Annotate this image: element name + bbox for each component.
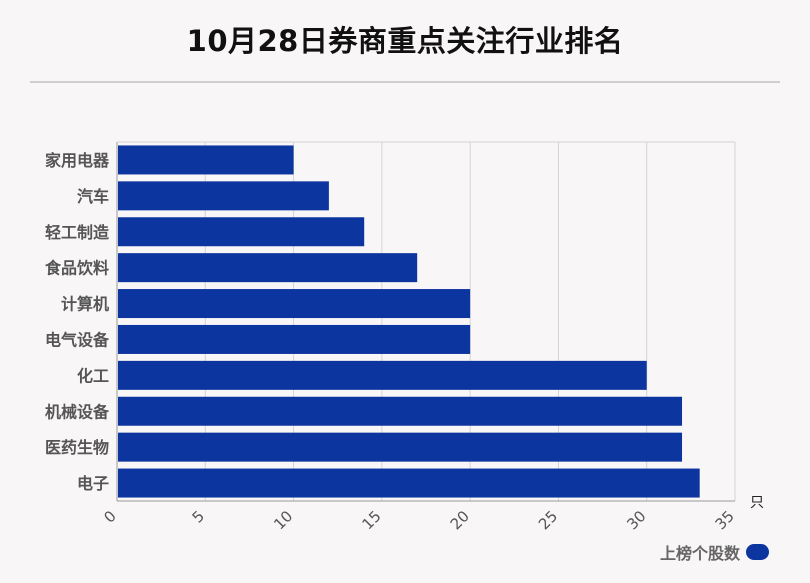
legend-swatch bbox=[746, 544, 769, 560]
x-tick-label: 35 bbox=[712, 507, 738, 533]
category-label: 汽车 bbox=[77, 187, 109, 206]
x-tick-label: 15 bbox=[358, 507, 384, 533]
x-axis-unit: 只 bbox=[750, 495, 764, 511]
x-tick-label: 5 bbox=[189, 507, 208, 526]
category-label: 化工 bbox=[77, 366, 109, 385]
bar bbox=[118, 360, 647, 390]
title-divider bbox=[30, 81, 780, 83]
bar bbox=[118, 468, 700, 498]
legend-label: 上榜个股数 bbox=[659, 544, 740, 563]
category-label: 机械设备 bbox=[45, 402, 110, 421]
bar bbox=[118, 181, 329, 211]
category-label: 食品饮料 bbox=[44, 259, 109, 278]
x-tick-label: 0 bbox=[100, 507, 119, 526]
legend: 上榜个股数 bbox=[660, 540, 769, 564]
category-label: 医药生物 bbox=[45, 438, 109, 457]
category-label: 计算机 bbox=[61, 295, 109, 314]
bar bbox=[118, 145, 294, 175]
bar bbox=[118, 396, 683, 426]
category-label: 电气设备 bbox=[45, 330, 110, 349]
chart-title: 10月28日券商重点关注行业排名 bbox=[186, 24, 624, 58]
bar bbox=[118, 289, 471, 319]
x-tick-label: 30 bbox=[623, 507, 649, 533]
x-tick-label: 10 bbox=[270, 507, 296, 533]
bar bbox=[118, 324, 471, 354]
category-label: 电子 bbox=[77, 474, 109, 493]
x-tick-label: 20 bbox=[447, 507, 473, 533]
x-tick-label: 25 bbox=[535, 507, 561, 533]
bar bbox=[118, 432, 683, 462]
category-label: 家用电器 bbox=[45, 151, 110, 170]
bar bbox=[118, 217, 365, 247]
category-label: 轻工制造 bbox=[45, 223, 110, 242]
bar bbox=[118, 253, 418, 283]
